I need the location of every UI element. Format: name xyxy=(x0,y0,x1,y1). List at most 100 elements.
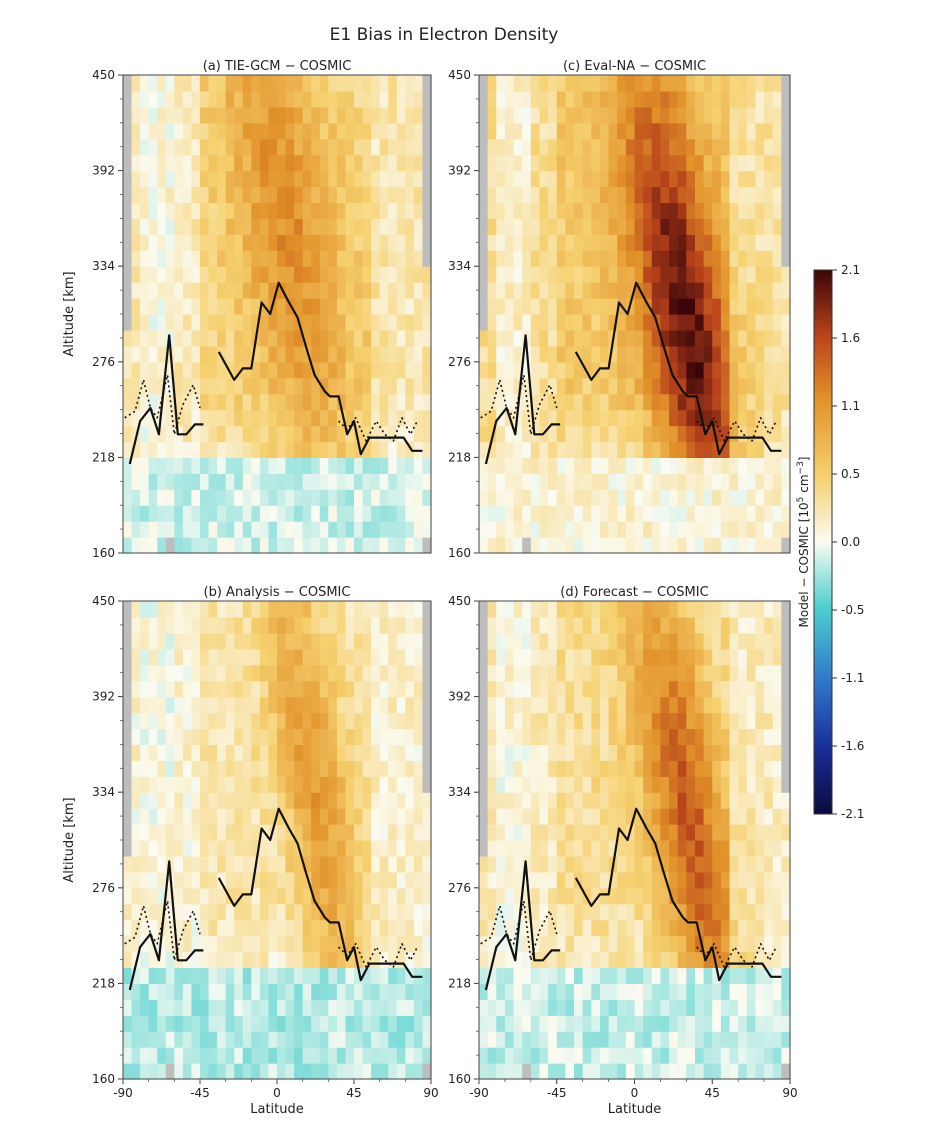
heatmap-cell xyxy=(479,393,489,411)
heatmap-cell xyxy=(781,314,791,331)
heatmap-cell xyxy=(574,919,584,937)
heatmap-cell xyxy=(311,871,321,889)
heatmap-cell xyxy=(174,792,184,809)
heatmap-cell xyxy=(712,632,722,650)
heatmap-cell xyxy=(379,266,389,283)
heatmap-cell xyxy=(694,425,705,443)
heatmap-cell xyxy=(660,361,670,379)
heatmap-cell xyxy=(371,329,381,347)
heatmap-cell xyxy=(405,744,415,761)
heatmap-cell xyxy=(487,1031,497,1048)
heatmap-cell xyxy=(148,345,158,363)
heatmap-cell xyxy=(140,601,150,618)
heatmap-cell xyxy=(174,999,184,1016)
y-tick-label: 160 xyxy=(92,1072,115,1086)
heatmap-cell xyxy=(388,967,398,984)
heatmap-cell xyxy=(242,361,252,379)
heatmap-cell xyxy=(729,393,739,411)
heatmap-cell xyxy=(371,457,381,474)
heatmap-cell xyxy=(686,345,696,363)
heatmap-cell xyxy=(191,218,201,235)
heatmap-cell xyxy=(388,744,398,761)
heatmap-cell xyxy=(422,1047,432,1064)
heatmap-cell xyxy=(336,792,347,809)
heatmap-cell xyxy=(362,75,372,92)
heatmap-cell xyxy=(772,840,782,857)
heatmap-cell xyxy=(251,122,261,140)
heatmap-cell xyxy=(140,314,150,331)
heatmap-cell xyxy=(208,664,218,682)
heatmap-cell xyxy=(388,377,398,395)
heatmap-cell xyxy=(599,903,610,921)
heatmap-cell xyxy=(285,170,295,188)
heatmap-cell xyxy=(259,855,270,873)
heatmap-cell xyxy=(200,361,210,379)
heatmap-cell xyxy=(651,601,662,618)
heatmap-cell xyxy=(608,887,618,905)
heatmap-cell-missing xyxy=(123,122,133,140)
heatmap-cell xyxy=(191,489,201,506)
heatmap-cell xyxy=(608,537,618,554)
heatmap-cell xyxy=(294,601,304,618)
heatmap-cell xyxy=(131,345,141,363)
heatmap-cell xyxy=(277,537,287,554)
heatmap-cell xyxy=(328,648,338,666)
heatmap-cell xyxy=(712,1015,722,1032)
heatmap-cell xyxy=(608,106,618,124)
heatmap-cell xyxy=(764,648,774,666)
heatmap-cell xyxy=(242,1063,252,1080)
heatmap-cell xyxy=(396,266,406,283)
heatmap-cell xyxy=(574,601,584,618)
heatmap-cell xyxy=(388,425,398,443)
heatmap-cell xyxy=(504,903,515,921)
heatmap-cell xyxy=(677,601,687,618)
heatmap-cell xyxy=(354,824,364,841)
heatmap-cell xyxy=(174,824,184,841)
heatmap-cell xyxy=(396,855,406,873)
heatmap-cell xyxy=(764,505,774,522)
heatmap-cell xyxy=(131,999,141,1016)
heatmap-cell xyxy=(634,792,644,809)
heatmap-cell xyxy=(234,138,244,156)
heatmap-cell xyxy=(703,266,713,283)
heatmap-cell xyxy=(200,696,210,714)
heatmap-cell xyxy=(703,935,713,953)
heatmap-cell xyxy=(513,855,523,873)
heatmap-cell xyxy=(625,919,636,937)
heatmap-cell xyxy=(217,250,227,267)
heatmap-cell xyxy=(591,234,601,251)
heatmap-cell xyxy=(669,744,679,761)
heatmap-cell xyxy=(530,122,541,140)
heatmap-cell-missing xyxy=(422,744,432,761)
heatmap-cell xyxy=(362,887,372,905)
heatmap-cell xyxy=(413,314,424,331)
heatmap-cell xyxy=(496,505,506,522)
heatmap-cell xyxy=(669,377,679,395)
heatmap-cell xyxy=(277,792,287,809)
heatmap-cell xyxy=(513,106,523,124)
heatmap-cell-missing xyxy=(422,601,432,618)
heatmap-cell xyxy=(764,282,774,299)
heatmap-cell xyxy=(328,616,338,634)
heatmap-cell xyxy=(582,282,592,299)
heatmap-cell xyxy=(686,377,696,395)
heatmap-cell xyxy=(379,329,389,347)
heatmap-cell xyxy=(548,792,558,809)
heatmap-cell xyxy=(362,266,372,283)
heatmap-cell xyxy=(328,871,338,889)
heatmap-cell xyxy=(200,616,210,634)
heatmap-cell xyxy=(388,855,398,873)
heatmap-cell xyxy=(513,808,523,825)
heatmap-cell xyxy=(720,967,731,984)
heatmap-cell xyxy=(522,999,532,1016)
heatmap-cell xyxy=(182,840,193,857)
heatmap-cell xyxy=(354,903,364,921)
heatmap-cell xyxy=(200,648,210,666)
heatmap-cell xyxy=(755,760,765,777)
heatmap-cell xyxy=(539,728,549,745)
heatmap-cell xyxy=(591,760,601,777)
heatmap-cell xyxy=(328,999,338,1016)
heatmap-cell xyxy=(396,712,406,730)
heatmap-cell xyxy=(496,712,506,730)
heatmap-cell xyxy=(755,361,765,379)
